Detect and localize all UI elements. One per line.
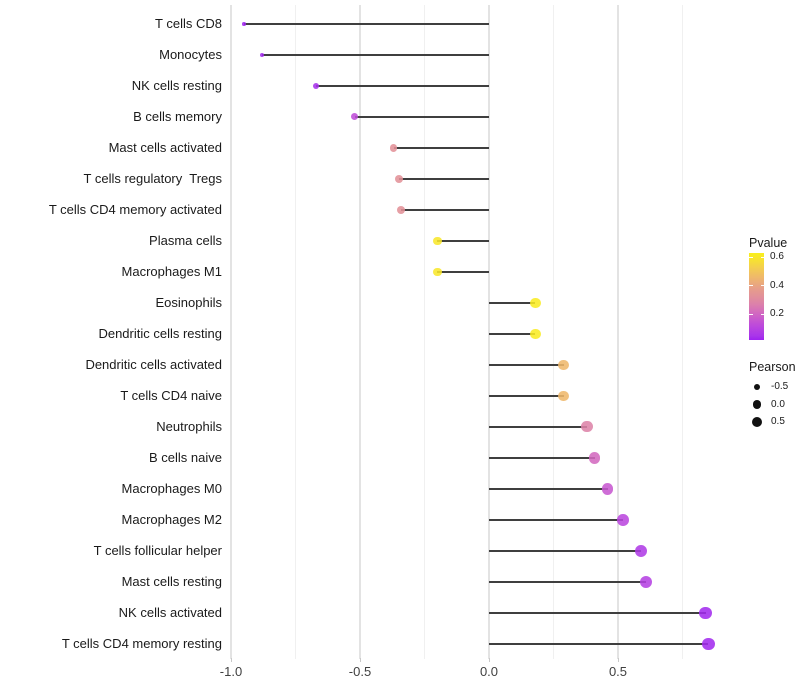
x-axis-tick xyxy=(488,658,490,662)
legend-pearson-title: Pearson xyxy=(749,360,796,374)
lollipop-dot xyxy=(259,52,265,58)
lollipop-stem xyxy=(489,612,706,614)
lollipop-stem xyxy=(437,240,489,242)
gridline-minor xyxy=(553,5,554,659)
lollipop-dot xyxy=(397,205,406,214)
lollipop-stem xyxy=(489,488,608,490)
lollipop-dot xyxy=(617,514,629,526)
x-axis-tick-label: 0.0 xyxy=(479,664,499,679)
x-axis-tick-label: -1.0 xyxy=(219,664,243,679)
legend-pvalue-gradient-bar xyxy=(749,253,764,340)
category-label: Monocytes xyxy=(159,46,222,62)
category-label: T cells follicular helper xyxy=(93,542,222,558)
category-label: T cells CD8 xyxy=(155,16,222,31)
lollipop-dot xyxy=(581,421,593,433)
x-axis-tick-label: -0.5 xyxy=(348,664,372,679)
legend-pvalue-tick-label: 0.6 xyxy=(770,251,784,263)
category-label: B cells memory xyxy=(133,108,222,124)
lollipop-stem xyxy=(261,54,489,56)
lollipop-stem xyxy=(489,395,564,397)
lollipop-stem xyxy=(489,643,709,645)
x-axis-tick xyxy=(230,658,232,662)
lollipop-dot xyxy=(313,82,320,89)
legend-pearson-dot-label: 0.5 xyxy=(771,416,785,427)
lollipop-dot xyxy=(701,637,715,651)
lollipop-dot xyxy=(433,236,442,246)
gridline-major xyxy=(359,5,361,659)
legend-pearson-dot-label: 0.0 xyxy=(771,398,785,410)
category-label: T cells CD4 memory activated xyxy=(48,201,222,217)
legend-pvalue-tick-label: 0.2 xyxy=(770,308,784,320)
lollipop-dot xyxy=(389,144,398,152)
lollipop-stem xyxy=(489,364,564,366)
category-label: Macrophages M1 xyxy=(121,263,222,279)
gridline-major xyxy=(230,5,232,659)
lollipop-stem xyxy=(316,85,489,87)
lollipop-stem xyxy=(489,519,624,521)
gridline-major xyxy=(488,5,490,659)
category-label: Mast cells resting xyxy=(121,573,222,589)
category-label: Macrophages M0 xyxy=(121,480,222,496)
lollipop-dot xyxy=(351,113,359,121)
lollipop-stem xyxy=(489,581,647,583)
lollipop-stem xyxy=(401,209,489,211)
lollipop-stem xyxy=(489,333,536,335)
category-label: Dendritic cells resting xyxy=(98,325,222,341)
category-label: Eosinophils xyxy=(155,294,223,310)
lollipop-stem xyxy=(489,550,642,552)
gridline-minor xyxy=(424,5,425,659)
gridline-major xyxy=(617,5,619,659)
lollipop-dot xyxy=(558,390,570,402)
lollipop-stem xyxy=(398,178,489,180)
lollipop-dot xyxy=(589,452,601,464)
category-label: T cells CD4 naive xyxy=(120,387,222,403)
legend-pvalue-tick-mark xyxy=(760,285,764,287)
lollipop-dot xyxy=(699,606,713,620)
lollipop-dot xyxy=(558,359,570,371)
gridline-minor xyxy=(295,5,296,659)
category-label: Dendritic cells activated xyxy=(85,356,222,372)
lollipop-dot xyxy=(530,328,541,340)
category-label: Macrophages M2 xyxy=(121,511,222,527)
category-label: B cells naive xyxy=(149,449,222,465)
x-axis-tick xyxy=(359,658,361,662)
legend-pvalue-title: Pvalue xyxy=(749,236,788,250)
lollipop-dot xyxy=(635,544,648,557)
lollipop-dot xyxy=(530,297,541,309)
x-axis-tick xyxy=(617,658,619,662)
lollipop-stem xyxy=(354,116,489,118)
legend-pvalue-tick-label: 0.4 xyxy=(770,279,784,291)
legend-pearson-dot xyxy=(751,416,763,428)
x-axis-tick-label: 0.5 xyxy=(608,664,628,679)
lollipop-stem xyxy=(489,302,536,304)
lollipop-dot xyxy=(242,22,246,26)
legend-pvalue-tick-mark xyxy=(760,313,764,315)
legend-pvalue-tick-mark xyxy=(749,256,753,258)
legend-pvalue-tick-mark xyxy=(749,313,753,315)
lollipop-dot xyxy=(394,174,403,183)
legend-pvalue-tick-mark xyxy=(760,256,764,258)
category-label: NK cells resting xyxy=(131,77,222,93)
legend-pvalue-tick-mark xyxy=(749,285,753,287)
lollipop-dot xyxy=(640,575,653,588)
gridline-minor xyxy=(682,5,683,659)
legend-pearson-dot-label: -0.5 xyxy=(771,381,789,392)
category-label: Neutrophils xyxy=(156,418,222,434)
lollipop-stem xyxy=(393,147,489,149)
category-label: T cells regulatory Tregs xyxy=(83,170,222,186)
legend-pearson-dot xyxy=(753,383,761,391)
lollipop-stem xyxy=(489,457,595,459)
category-label: T cells CD4 memory resting xyxy=(61,635,222,651)
lollipop-dot xyxy=(433,267,442,277)
category-label: Mast cells activated xyxy=(108,139,222,155)
lollipop-stem xyxy=(437,271,489,273)
lollipop-dot xyxy=(601,483,614,495)
category-label: NK cells activated xyxy=(118,604,222,620)
category-label: Plasma cells xyxy=(149,232,222,248)
legend-pearson-dot xyxy=(752,400,762,409)
lollipop-stem xyxy=(243,23,489,25)
lollipop-stem xyxy=(489,426,588,428)
